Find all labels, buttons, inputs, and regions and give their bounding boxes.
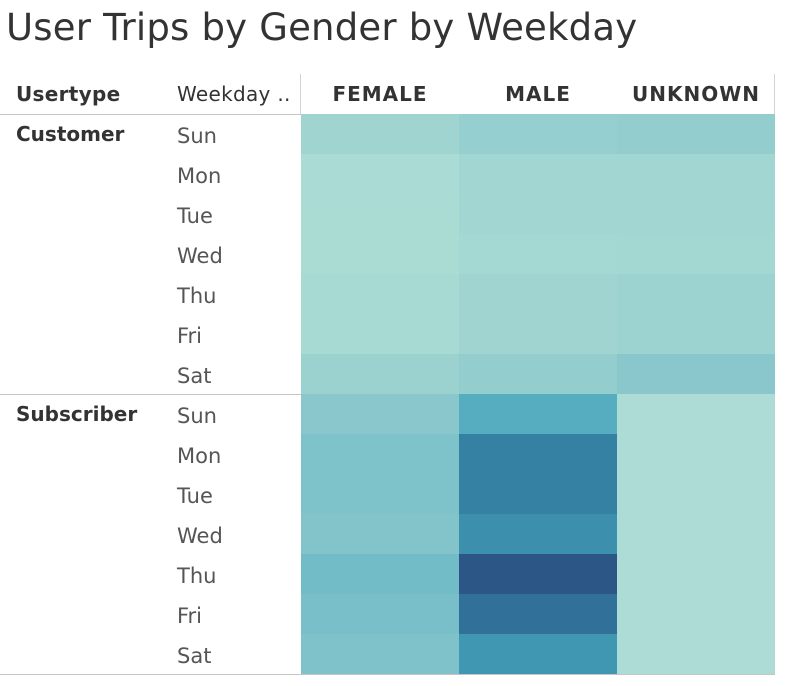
heat-cell-subscriber-wed-male[interactable] [459,514,617,554]
weekday-label: Sat [177,644,212,668]
heat-cell-customer-sun-female[interactable] [301,114,459,154]
header-divider-right [774,74,775,114]
chart-title: User Trips by Gender by Weekday [6,6,638,49]
heat-cell-subscriber-fri-male[interactable] [459,594,617,634]
heat-cell-customer-thu-unknown[interactable] [617,274,775,314]
heat-cell-customer-tue-unknown[interactable] [617,194,775,234]
weekday-label: Thu [177,284,217,308]
heat-cell-subscriber-sat-male[interactable] [459,634,617,674]
column-header-unknown[interactable]: UNKNOWN [631,82,760,106]
weekday-label: Tue [177,484,213,508]
weekday-label: Sat [177,364,212,388]
heat-cell-customer-sat-female[interactable] [301,354,459,394]
heat-cell-customer-wed-male[interactable] [459,234,617,274]
weekday-label: Tue [177,204,213,228]
heat-cell-subscriber-sun-male[interactable] [459,394,617,434]
heat-cell-subscriber-sun-unknown[interactable] [617,394,775,434]
heat-cell-customer-tue-male[interactable] [459,194,617,234]
heat-cell-customer-fri-unknown[interactable] [617,314,775,354]
column-header-female[interactable]: FEMALE [332,82,428,106]
heat-cell-subscriber-tue-male[interactable] [459,474,617,514]
heat-cell-customer-mon-male[interactable] [459,154,617,194]
heat-cell-subscriber-sat-female[interactable] [301,634,459,674]
heat-cell-subscriber-wed-female[interactable] [301,514,459,554]
heat-cell-customer-wed-unknown[interactable] [617,234,775,274]
heat-cell-subscriber-wed-unknown[interactable] [617,514,775,554]
heat-cell-customer-fri-male[interactable] [459,314,617,354]
heat-cell-customer-wed-female[interactable] [301,234,459,274]
weekday-label: Mon [177,164,222,188]
weekday-label: Mon [177,444,222,468]
heat-cell-customer-tue-female[interactable] [301,194,459,234]
table-bottom-rule [0,674,775,675]
heat-cell-customer-sat-male[interactable] [459,354,617,394]
heat-cell-subscriber-fri-unknown[interactable] [617,594,775,634]
weekday-label: Sun [177,404,217,428]
weekday-label: Fri [177,324,203,348]
heat-cell-customer-sun-unknown[interactable] [617,114,775,154]
usertype-header[interactable]: Usertype [16,82,121,106]
heat-cell-subscriber-mon-female[interactable] [301,434,459,474]
weekday-label: Wed [177,244,223,268]
weekday-label: Thu [177,564,217,588]
group-label-subscriber: Subscriber [16,402,138,426]
heat-cell-customer-thu-male[interactable] [459,274,617,314]
heat-cell-customer-thu-female[interactable] [301,274,459,314]
heat-cell-subscriber-thu-female[interactable] [301,554,459,594]
heat-cell-subscriber-tue-unknown[interactable] [617,474,775,514]
group-label-customer: Customer [16,122,125,146]
heat-cell-subscriber-sun-female[interactable] [301,394,459,434]
heat-cell-customer-fri-female[interactable] [301,314,459,354]
weekday-label: Wed [177,524,223,548]
header-divider-left [300,74,301,114]
weekday-header[interactable]: Weekday .. [177,82,291,106]
heat-cell-customer-mon-unknown[interactable] [617,154,775,194]
heat-cell-subscriber-mon-unknown[interactable] [617,434,775,474]
heat-cell-subscriber-thu-male[interactable] [459,554,617,594]
heat-cell-subscriber-fri-female[interactable] [301,594,459,634]
heat-cell-subscriber-mon-male[interactable] [459,434,617,474]
heat-cell-subscriber-sat-unknown[interactable] [617,634,775,674]
heat-cell-customer-sun-male[interactable] [459,114,617,154]
heat-cell-subscriber-tue-female[interactable] [301,474,459,514]
weekday-label: Sun [177,124,217,148]
heat-cell-customer-mon-female[interactable] [301,154,459,194]
heatmap-cells [301,114,775,674]
column-header-male[interactable]: MALE [505,82,571,106]
heat-cell-customer-sat-unknown[interactable] [617,354,775,394]
weekday-label: Fri [177,604,203,628]
heat-cell-subscriber-thu-unknown[interactable] [617,554,775,594]
